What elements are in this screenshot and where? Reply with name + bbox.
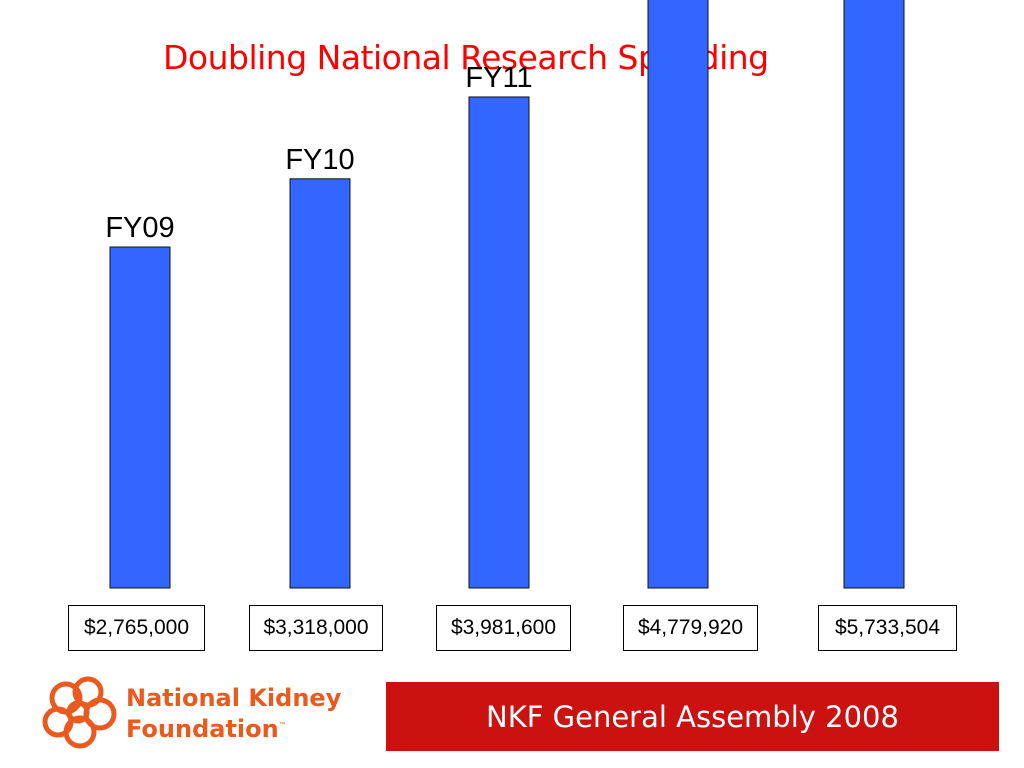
logo-text: National Kidney Foundation™ [126, 684, 341, 743]
bar-fy10 [289, 178, 351, 589]
trademark-symbol: ™ [278, 721, 287, 730]
category-label-fy10: FY10 [285, 144, 354, 176]
bar-fy11 [468, 96, 530, 589]
bar-fy13 [843, 0, 905, 589]
category-label-fy09: FY09 [105, 212, 174, 244]
bars-layer [109, 0, 905, 589]
category-labels-layer: FY09FY10FY11FY12FY13 [105, 62, 532, 244]
value-label-fy11: $3,981,600 [436, 605, 571, 651]
logo-line-1: National Kidney [126, 684, 342, 712]
bar-fy09 [109, 246, 171, 589]
value-label-fy10: $3,318,000 [249, 605, 383, 651]
value-label-fy12: $4,779,920 [623, 605, 758, 651]
bar-fy12 [647, 0, 709, 589]
bar-chart: FY09FY10FY11FY12FY13 [105, 0, 905, 589]
value-label-fy09: $2,765,000 [68, 605, 205, 651]
logo-line-2: Foundation [126, 715, 279, 743]
category-label-fy11: FY11 [465, 62, 532, 94]
footer-text: NKF General Assembly 2008 [486, 699, 899, 734]
nkf-logo-icon [42, 676, 117, 749]
value-label-fy13: $5,733,504 [818, 605, 957, 651]
footer-banner: NKF General Assembly 2008 [386, 682, 999, 751]
